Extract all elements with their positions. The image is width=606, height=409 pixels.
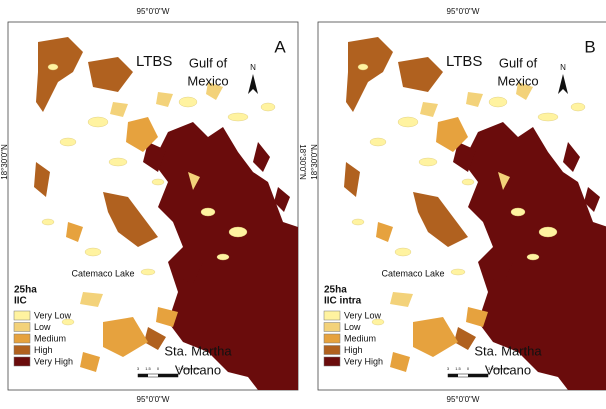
place-label: Sta. Martha	[474, 343, 542, 358]
legend-label: High	[344, 345, 363, 355]
legend-label: Very High	[34, 356, 73, 366]
scale-label: 3 Kilometers	[488, 366, 510, 371]
latitude-label: 18°30'0"N	[298, 144, 307, 180]
panel-letter: A	[274, 37, 286, 56]
place-label: Gulf of	[189, 55, 228, 70]
place-label: Volcano	[485, 362, 531, 377]
scale-label: 3	[447, 366, 450, 371]
legend-label: Very High	[344, 356, 383, 366]
longitude-label: 95°0'0"W	[137, 395, 170, 404]
legend-swatch	[323, 310, 341, 321]
scale-label: 3	[137, 366, 140, 371]
panel-letter: B	[584, 37, 595, 56]
place-label: Mexico	[497, 73, 538, 88]
legend-subtitle: IIC	[14, 296, 27, 307]
place-label: Volcano	[175, 362, 221, 377]
legend-label: Medium	[344, 333, 376, 343]
place-label: Sta. Martha	[164, 343, 232, 358]
scale-label: 0	[157, 366, 160, 371]
place-label: LTBS	[446, 53, 482, 70]
scale-bar	[138, 374, 148, 377]
latitude-label: 18°30'0"N	[0, 144, 9, 180]
north-label: N	[250, 63, 256, 72]
legend-swatch	[13, 310, 31, 321]
legend-swatch	[323, 345, 341, 355]
legend-swatch	[323, 322, 341, 332]
place-label: Mexico	[187, 73, 228, 88]
legend-title: 25ha	[14, 285, 37, 296]
legend-swatch	[13, 333, 31, 344]
legend-swatch	[13, 345, 31, 355]
legend-swatch	[13, 322, 31, 332]
legend-title: 25ha	[324, 285, 347, 296]
scale-bar	[448, 374, 458, 377]
scale-label: 1.5	[455, 366, 461, 371]
legend-swatch	[323, 356, 341, 367]
scale-label: 1.5	[145, 366, 151, 371]
legend-label: Low	[344, 322, 361, 332]
legend-label: Medium	[34, 333, 66, 343]
latitude-label: 18°30'0"N	[310, 144, 319, 180]
longitude-label: 95°0'0"W	[447, 7, 480, 16]
map-panel: B LTBS Gulf of Mexico N Catemaco Lake Sta. Mar…	[317, 21, 606, 391]
legend-label: High	[34, 345, 53, 355]
legend-label: Low	[34, 322, 51, 332]
longitude-label: 95°0'0"W	[447, 395, 480, 404]
legend-label: Very Low	[344, 310, 382, 320]
north-arrow	[248, 74, 258, 94]
legend-subtitle: IIC intra	[324, 296, 362, 307]
north-arrow	[558, 74, 568, 94]
map-panel: A LTBS Gulf of Mexico N Catemaco Lake Sta. Mar…	[7, 21, 299, 391]
scale-bar	[468, 374, 488, 377]
north-label: N	[560, 63, 566, 72]
scale-label: 3 Kilometers	[178, 366, 200, 371]
place-label: Catemaco Lake	[71, 268, 134, 278]
legend-swatch	[13, 356, 31, 367]
longitude-label: 95°0'0"W	[137, 7, 170, 16]
scale-bar	[158, 374, 178, 377]
legend-label: Very Low	[34, 310, 72, 320]
place-label: Catemaco Lake	[381, 268, 444, 278]
scale-label: 0	[467, 366, 470, 371]
place-label: LTBS	[136, 53, 172, 70]
place-label: Gulf of	[499, 55, 538, 70]
legend-swatch	[323, 333, 341, 344]
